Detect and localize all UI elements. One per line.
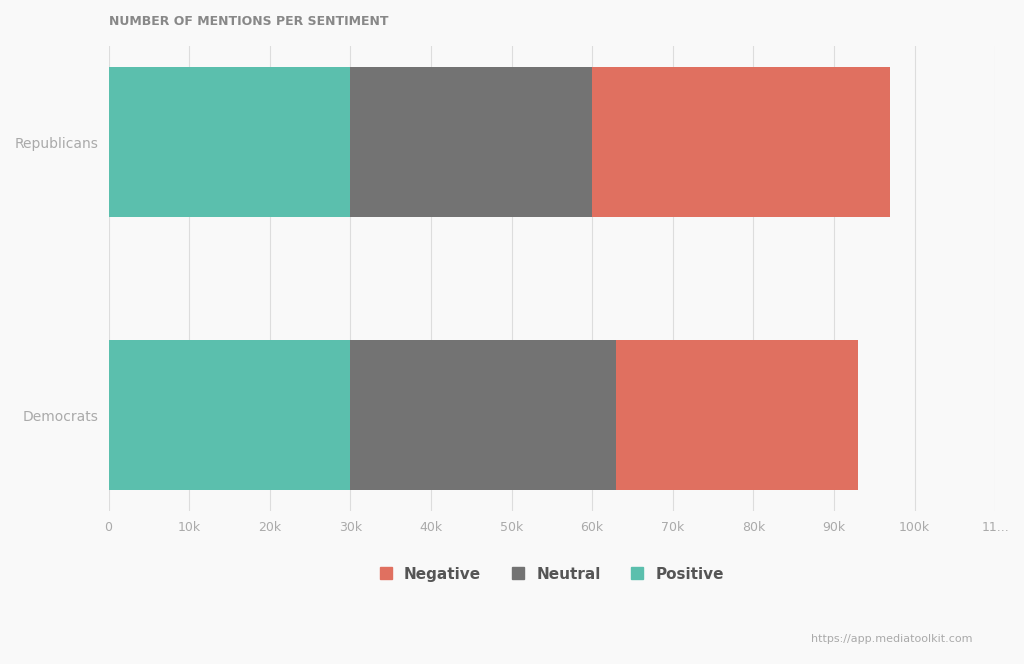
Bar	[350, 340, 616, 490]
Text: https://app.mediatoolkit.com: https://app.mediatoolkit.com	[811, 634, 973, 644]
Bar	[109, 340, 350, 490]
Legend: Negative, Neutral, Positive: Negative, Neutral, Positive	[374, 560, 730, 588]
Text: NUMBER OF MENTIONS PER SENTIMENT: NUMBER OF MENTIONS PER SENTIMENT	[109, 15, 388, 28]
Bar	[109, 67, 350, 217]
Bar	[592, 67, 890, 217]
Bar	[616, 340, 858, 490]
Bar	[350, 67, 592, 217]
